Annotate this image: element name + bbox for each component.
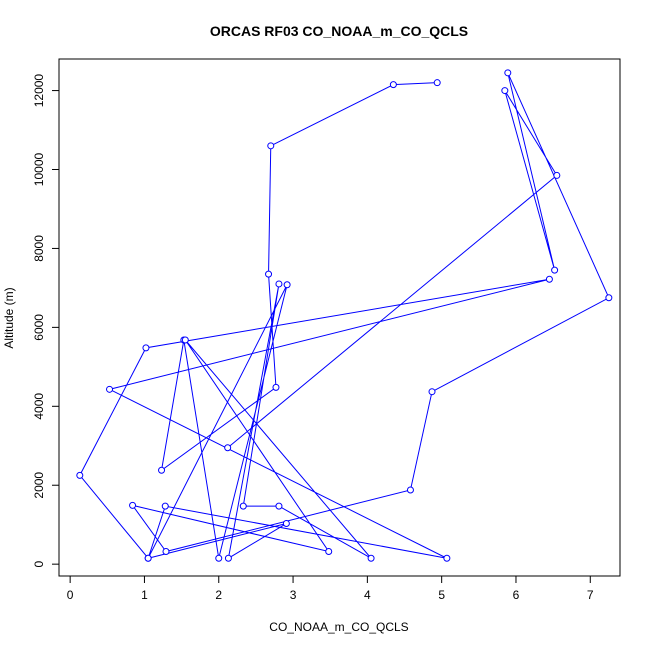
data-point: [367, 554, 375, 562]
x-tick-label: 7: [587, 588, 594, 602]
data-point: [428, 388, 436, 396]
x-tick-label: 5: [438, 588, 445, 602]
series-line: [79, 72, 610, 560]
data-point: [553, 171, 561, 179]
data-point: [161, 502, 169, 510]
data-point: [283, 281, 291, 289]
x-tick-label: 2: [215, 588, 222, 602]
y-tick-label: 12000: [32, 74, 46, 108]
data-point: [545, 275, 553, 283]
y-tick-label: 0: [32, 561, 46, 568]
y-axis: 0 2000 4000 6000 8000 10000 12000: [32, 74, 60, 568]
x-tick-label: 1: [141, 588, 148, 602]
x-tick-label: 4: [364, 588, 371, 602]
data-point: [265, 270, 273, 278]
plot-frame: [58, 58, 621, 577]
data-point: [443, 554, 451, 562]
data-point: [158, 466, 166, 474]
data-point: [406, 486, 414, 494]
y-tick-label: 8000: [32, 235, 46, 262]
data-point: [224, 444, 232, 452]
data-point: [267, 142, 275, 150]
data-point: [144, 554, 152, 562]
y-tick-label: 2000: [32, 472, 46, 499]
data-point: [239, 502, 247, 510]
data-point: [325, 548, 333, 556]
data-point: [129, 501, 137, 509]
data-point: [551, 266, 559, 274]
data-point: [275, 280, 283, 288]
data-point: [215, 554, 223, 562]
y-axis-label: Altitude (m): [2, 287, 16, 348]
chart-title: ORCAS RF03 CO_NOAA_m_CO_QCLS: [210, 23, 468, 39]
data-point: [224, 554, 232, 562]
y-tick-label: 6000: [32, 314, 46, 341]
data-point: [106, 385, 114, 393]
y-tick-label: 10000: [32, 152, 46, 186]
x-axis-label: CO_NOAA_m_CO_QCLS: [269, 620, 408, 634]
data-point: [504, 69, 512, 77]
data-point: [389, 81, 397, 89]
x-axis: 0 1 2 3 4 5 6 7: [67, 575, 594, 602]
data-point: [275, 502, 283, 510]
y-tick-label: 4000: [32, 393, 46, 420]
data-point: [76, 471, 84, 479]
x-tick-label: 6: [513, 588, 520, 602]
data-point: [272, 383, 280, 391]
data-point: [433, 79, 441, 87]
x-tick-label: 0: [67, 588, 74, 602]
data-point: [282, 520, 290, 528]
data-point: [501, 87, 509, 95]
data-point: [181, 336, 189, 344]
x-tick-label: 3: [290, 588, 297, 602]
data-point: [162, 548, 170, 556]
data-point: [142, 344, 150, 352]
data-point: [605, 294, 613, 302]
series-layer: [76, 69, 613, 562]
